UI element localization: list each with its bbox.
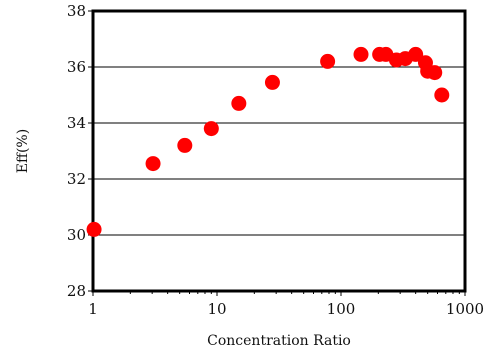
x-tick-label-1: 1 [88, 300, 98, 318]
y-tick-label-36: 36 [67, 58, 86, 76]
y-tick-label-34: 34 [67, 114, 86, 132]
y-tick-label-28: 28 [67, 282, 86, 300]
data-point-3 [177, 137, 193, 153]
data-point-16 [427, 65, 443, 81]
data-point-2 [145, 156, 161, 172]
grid-lines [93, 66, 465, 236]
data-point-4 [203, 121, 219, 137]
data-point-1 [86, 221, 102, 237]
data-points [86, 46, 450, 237]
x-axis-title: Concentration Ratio [207, 333, 351, 349]
plot-frame [91, 9, 467, 293]
y-tick-label-32: 32 [67, 170, 86, 188]
data-point-17 [434, 87, 450, 103]
x-tick-label-10: 10 [207, 300, 226, 318]
data-point-8 [353, 46, 369, 62]
axis-ticks: 28 30 32 34 36 38 1 10 100 1000 [67, 2, 484, 318]
x-tick-label-100: 100 [327, 300, 356, 318]
y-tick-label-30: 30 [67, 226, 86, 244]
x-tick-label-1000: 1000 [446, 300, 484, 318]
data-point-13 [408, 46, 424, 62]
y-axis-title: Eff(%) [15, 129, 31, 173]
y-tick-label-38: 38 [67, 2, 86, 20]
data-point-5 [231, 95, 247, 111]
data-point-7 [320, 53, 336, 69]
data-point-6 [264, 74, 280, 90]
